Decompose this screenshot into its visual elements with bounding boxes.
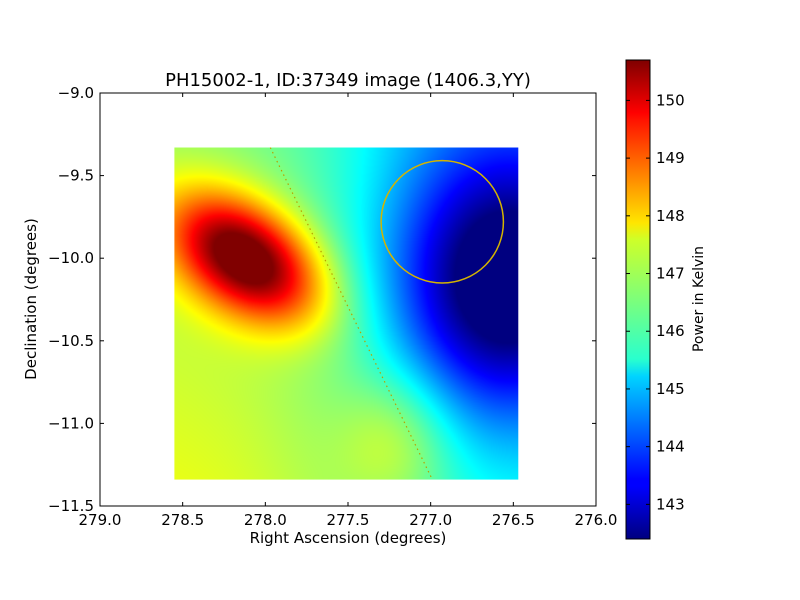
colorbar: 143 144 145 146 147 148 149 150 Power in Kelvin (625, 59, 707, 540)
x-axis: 279.0 278.5 278.0 277.5 277.0 276.5 276.0 (79, 93, 618, 529)
x-tick-label: 277.5 (327, 511, 370, 529)
y-tick-label: −9.5 (58, 167, 94, 185)
colorbar-label: Power in Kelvin (691, 246, 707, 352)
y-tick-label: −9.0 (58, 84, 94, 102)
colorbar-tick-label: 149 (656, 149, 685, 167)
y-tick-label: −11.5 (48, 497, 94, 515)
y-tick-label: −10.5 (48, 332, 94, 350)
x-tick-label: 276.0 (575, 511, 618, 529)
x-tick-label: 279.0 (79, 511, 122, 529)
y-axis: −9.0 −9.5 −10.0 −10.5 −11.0 −11.5 (48, 84, 596, 515)
x-tick-label: 278.5 (161, 511, 204, 529)
colorbar-gradient (625, 59, 651, 540)
colorbar-tick-label: 147 (656, 265, 685, 283)
y-tick-label: −10.0 (48, 249, 94, 267)
heatmap-image (174, 147, 519, 480)
x-axis-label: Right Ascension (degrees) (250, 529, 447, 547)
x-tick-label: 278.0 (244, 511, 287, 529)
selection-circle (380, 159, 505, 284)
y-axis-label: Declination (degrees) (22, 218, 40, 380)
colorbar-tick-label: 144 (656, 438, 685, 456)
colorbar-tick-label: 145 (656, 380, 685, 398)
colorbar-tick-label: 148 (656, 207, 685, 225)
chart-title: PH15002-1, ID:37349 image (1406.3,YY) (165, 70, 531, 91)
colorbar-tick-label: 150 (656, 91, 685, 109)
y-tick-label: −11.0 (48, 414, 94, 432)
x-tick-label: 277.0 (409, 511, 452, 529)
colorbar-tick-label: 146 (656, 322, 685, 340)
colorbar-ticks: 143 144 145 146 147 148 149 150 (626, 91, 685, 513)
overlay-layer (269, 147, 505, 480)
colorbar-tick-label: 143 (656, 495, 685, 513)
x-tick-label: 276.5 (492, 511, 535, 529)
